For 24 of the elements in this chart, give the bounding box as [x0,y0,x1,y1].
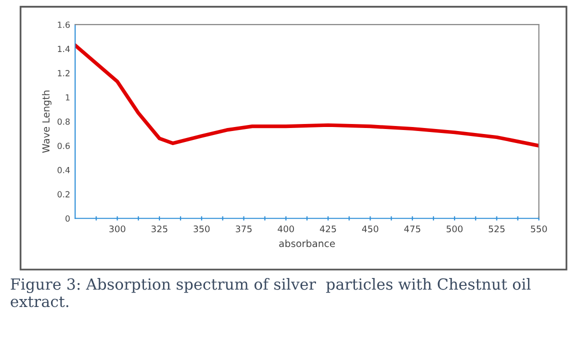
y-tick-label: 1 [66,94,70,100]
y-tick-label: 0.2 [58,191,70,198]
x-tick-label: 325 [152,225,168,232]
y-tick-label: 1.6 [58,22,70,28]
y-tick-label: 1.2 [58,70,70,76]
x-tick-label: 425 [320,225,336,232]
x-tick-label: 500 [446,225,463,232]
x-tick-label: 375 [236,225,252,232]
y-tick-label: 1.4 [58,46,70,52]
line-series [75,43,539,148]
y-tick-label: 0.4 [58,166,70,174]
x-tick-label: 300 [109,225,126,232]
x-tick-label: 350 [194,225,210,232]
x-axis-title: absorbance [279,240,335,248]
x-tick-label: 450 [362,225,378,232]
x-tick-label: 550 [530,225,547,232]
caption: Figure 3: Absorption spectrum of silver particles with Chestnut oil extract. [10,278,531,308]
y-tick-label: 0.8 [58,118,70,125]
x-tick-label: 525 [488,225,505,232]
y-tick-label: 0 [66,215,70,222]
x-tick-label: 400 [278,225,294,232]
y-tick-label: 0.6 [58,142,70,149]
x-tick-label: 475 [404,226,420,232]
y-axis-title: Wave Length [42,90,52,153]
